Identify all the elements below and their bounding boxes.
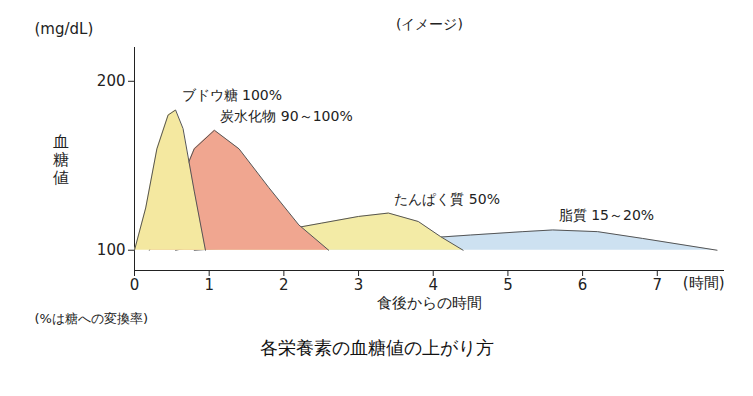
- svg-text:100: 100: [97, 241, 126, 259]
- svg-text:ブドウ糖 100%: ブドウ糖 100%: [182, 87, 282, 103]
- svg-text:(時間): (時間): [683, 274, 725, 292]
- svg-text:(%は糖への変換率): (%は糖への変換率): [35, 311, 149, 326]
- svg-text:200: 200: [97, 72, 126, 90]
- svg-text:4: 4: [428, 276, 438, 294]
- svg-text:5: 5: [503, 276, 513, 294]
- svg-text:6: 6: [578, 276, 588, 294]
- svg-text:炭水化物 90～100%: 炭水化物 90～100%: [220, 108, 352, 124]
- svg-text:7: 7: [653, 276, 663, 294]
- svg-text:1: 1: [204, 276, 214, 294]
- svg-text:0: 0: [130, 276, 140, 294]
- svg-text:(イメージ): (イメージ): [396, 16, 463, 32]
- svg-text:3: 3: [354, 276, 364, 294]
- svg-text:(mg/dL): (mg/dL): [35, 20, 94, 38]
- html-text:各栄養素の血糖値の上がり方: 各栄養素の血糖値の上がり方: [259, 337, 494, 358]
- svg-text:たんぱく質 50%: たんぱく質 50%: [394, 191, 500, 207]
- svg-text:脂質 15～20%: 脂質 15～20%: [559, 207, 654, 223]
- svg-text:食後からの時間: 食後からの時間: [377, 294, 482, 312]
- svg-text:2: 2: [279, 276, 289, 294]
- svg-text:血糖値: 血糖値: [53, 131, 69, 187]
